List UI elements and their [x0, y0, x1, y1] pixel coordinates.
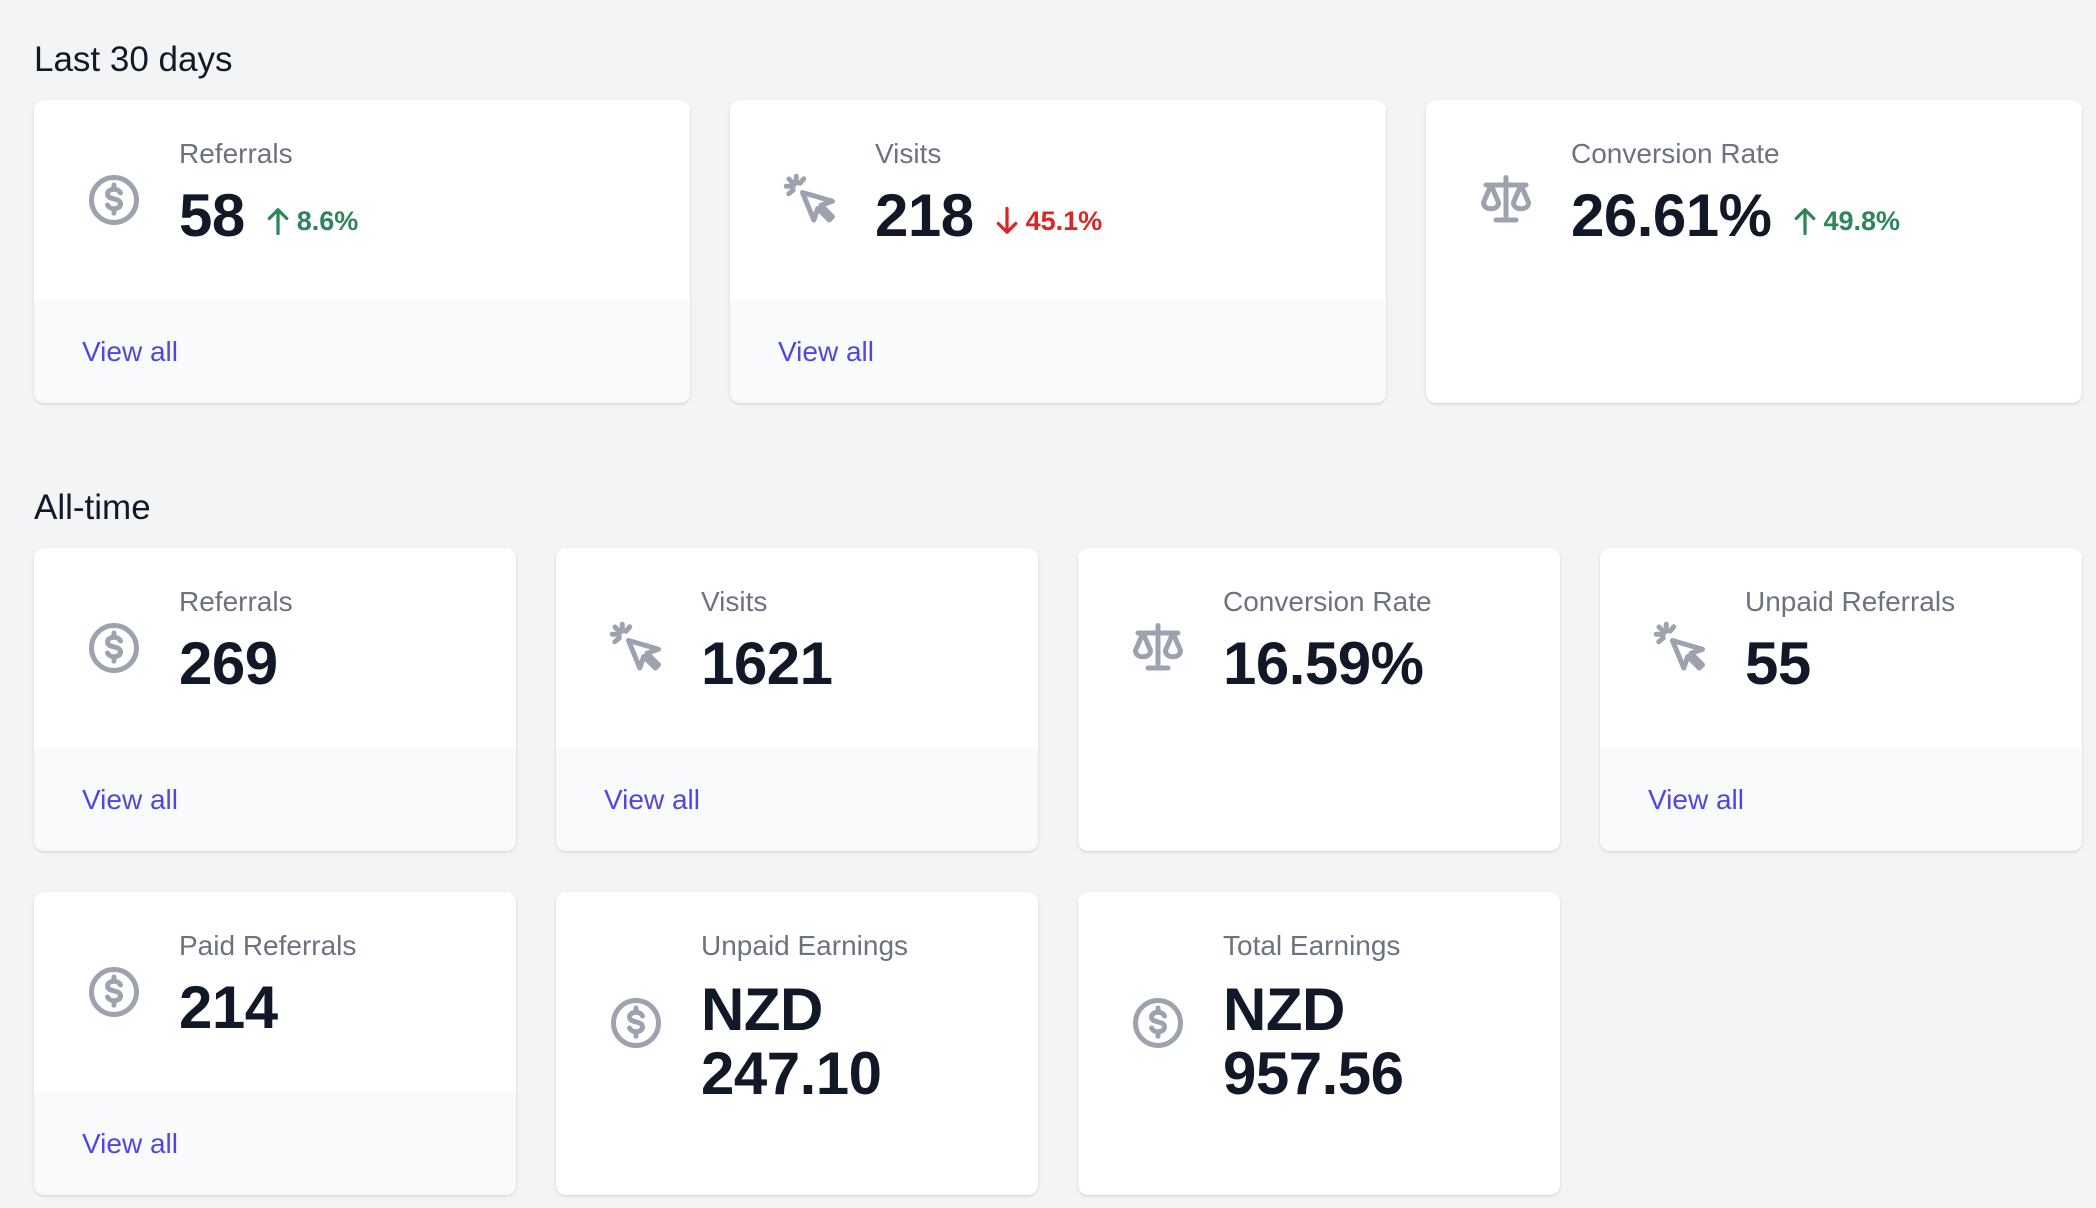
view-all-unpaid-referrals-link[interactable]: View all	[1648, 783, 1744, 815]
stat-label: Conversion Rate	[1223, 586, 1432, 617]
arrow-up-icon	[267, 208, 289, 236]
card-footer: View all	[556, 748, 1038, 851]
card-body: Unpaid Earnings NZD 247.10	[556, 892, 1038, 1195]
stat-value: 58	[179, 182, 245, 249]
stat-card-total-earnings: Total Earnings NZD 957.56	[1078, 892, 1560, 1195]
scale-icon	[1476, 170, 1536, 230]
card-body: Visits 218 45.1%	[730, 100, 1386, 300]
stat-card-visits-30d: Visits 218 45.1% View all	[730, 100, 1386, 403]
stat-card-visits-all-time: Visits 1621 View all	[556, 548, 1038, 851]
card-footer: View all	[34, 300, 690, 403]
stat-card-conversion-rate-30d: Conversion Rate 26.61% 49.8%	[1426, 100, 2082, 403]
stat-value: NZD 957.56	[1223, 976, 1404, 1107]
stat-value: 55	[1745, 630, 1811, 697]
stat-value-row: 58 8.6%	[179, 186, 358, 246]
stat-card-referrals-all-time: Referrals 269 View all	[34, 548, 516, 851]
stat-value: 1621	[701, 630, 833, 697]
stat-label: Conversion Rate	[1571, 138, 1780, 169]
stat-card-paid-referrals: Paid Referrals 214 View all	[34, 892, 516, 1195]
stat-value-row: 55	[1745, 634, 1811, 694]
card-footer: View all	[730, 300, 1386, 403]
scale-icon	[1128, 618, 1188, 678]
stat-value-row: 26.61% 49.8%	[1571, 186, 1900, 246]
view-all-visits-link[interactable]: View all	[778, 335, 874, 367]
stat-card-unpaid-referrals: Unpaid Referrals 55 View all	[1600, 548, 2082, 851]
stat-value-row: NZD 247.10	[701, 978, 882, 1105]
stat-label: Referrals	[179, 586, 293, 617]
arrow-down-icon	[996, 206, 1017, 234]
card-body: Conversion Rate 26.61% 49.8%	[1426, 100, 2082, 300]
change-indicator-down: 45.1%	[994, 205, 1103, 237]
view-all-referrals-link[interactable]: View all	[82, 335, 178, 367]
stat-value: 269	[179, 630, 278, 697]
stat-value-row: 1621	[701, 630, 833, 697]
section-title-last-30-days: Last 30 days	[34, 40, 233, 79]
dollar-circle-icon	[1128, 993, 1188, 1053]
stat-value: NZD 247.10	[701, 976, 882, 1107]
stat-card-conversion-rate-all-time: Conversion Rate 16.59%	[1078, 548, 1560, 851]
dollar-circle-icon	[606, 993, 666, 1053]
stat-value-row: 269	[179, 634, 278, 694]
dollar-circle-icon	[84, 962, 144, 1022]
change-indicator-up: 49.8%	[1792, 205, 1901, 237]
dollar-circle-icon	[84, 170, 144, 230]
card-body: Visits 1621	[556, 548, 1038, 748]
stat-value-row: 214	[179, 978, 278, 1038]
card-footer: View all	[34, 748, 516, 851]
stat-label: Visits	[875, 138, 942, 169]
stat-label: Visits	[701, 586, 768, 617]
stat-value: 218	[875, 182, 974, 249]
view-all-referrals-link[interactable]: View all	[82, 783, 178, 815]
stat-label: Unpaid Earnings	[701, 930, 909, 961]
card-body: Referrals 269	[34, 548, 516, 748]
dollar-circle-icon	[84, 618, 144, 678]
card-body: Unpaid Referrals 55	[1600, 548, 2082, 748]
cursor-click-icon	[780, 170, 840, 230]
card-body: Total Earnings NZD 957.56	[1078, 892, 1560, 1195]
stat-value-row: 16.59%	[1223, 634, 1424, 694]
stat-value-row: NZD 957.56	[1223, 978, 1404, 1105]
change-value: 8.6%	[296, 205, 359, 236]
card-footer: View all	[34, 1092, 516, 1195]
stat-label: Total Earnings	[1223, 930, 1401, 961]
stat-card-referrals-30d: Referrals 58 8.6% View all	[34, 100, 690, 403]
stat-label: Referrals	[179, 138, 293, 169]
change-value: 49.8%	[1823, 205, 1901, 236]
arrow-up-icon	[1794, 208, 1815, 236]
card-body: Paid Referrals 214	[34, 892, 516, 1092]
cursor-click-icon	[1650, 618, 1710, 678]
change-indicator-up: 8.6%	[265, 205, 359, 237]
change-value: 45.1%	[1025, 205, 1103, 236]
stat-card-unpaid-earnings: Unpaid Earnings NZD 247.10	[556, 892, 1038, 1195]
cursor-click-icon	[606, 618, 666, 678]
stat-value-row: 218 45.1%	[875, 186, 1102, 246]
stat-value: 16.59%	[1223, 630, 1424, 697]
stat-value: 214	[179, 974, 278, 1041]
card-body: Referrals 58 8.6%	[34, 100, 690, 300]
card-footer: View all	[1600, 748, 2082, 851]
card-body: Conversion Rate 16.59%	[1078, 548, 1560, 748]
view-all-visits-link[interactable]: View all	[604, 783, 700, 815]
stat-label: Paid Referrals	[179, 930, 357, 961]
view-all-paid-referrals-link[interactable]: View all	[82, 1127, 178, 1159]
section-title-all-time: All-time	[34, 488, 151, 527]
stat-value: 26.61%	[1571, 182, 1772, 249]
stat-label: Unpaid Referrals	[1745, 586, 1956, 617]
